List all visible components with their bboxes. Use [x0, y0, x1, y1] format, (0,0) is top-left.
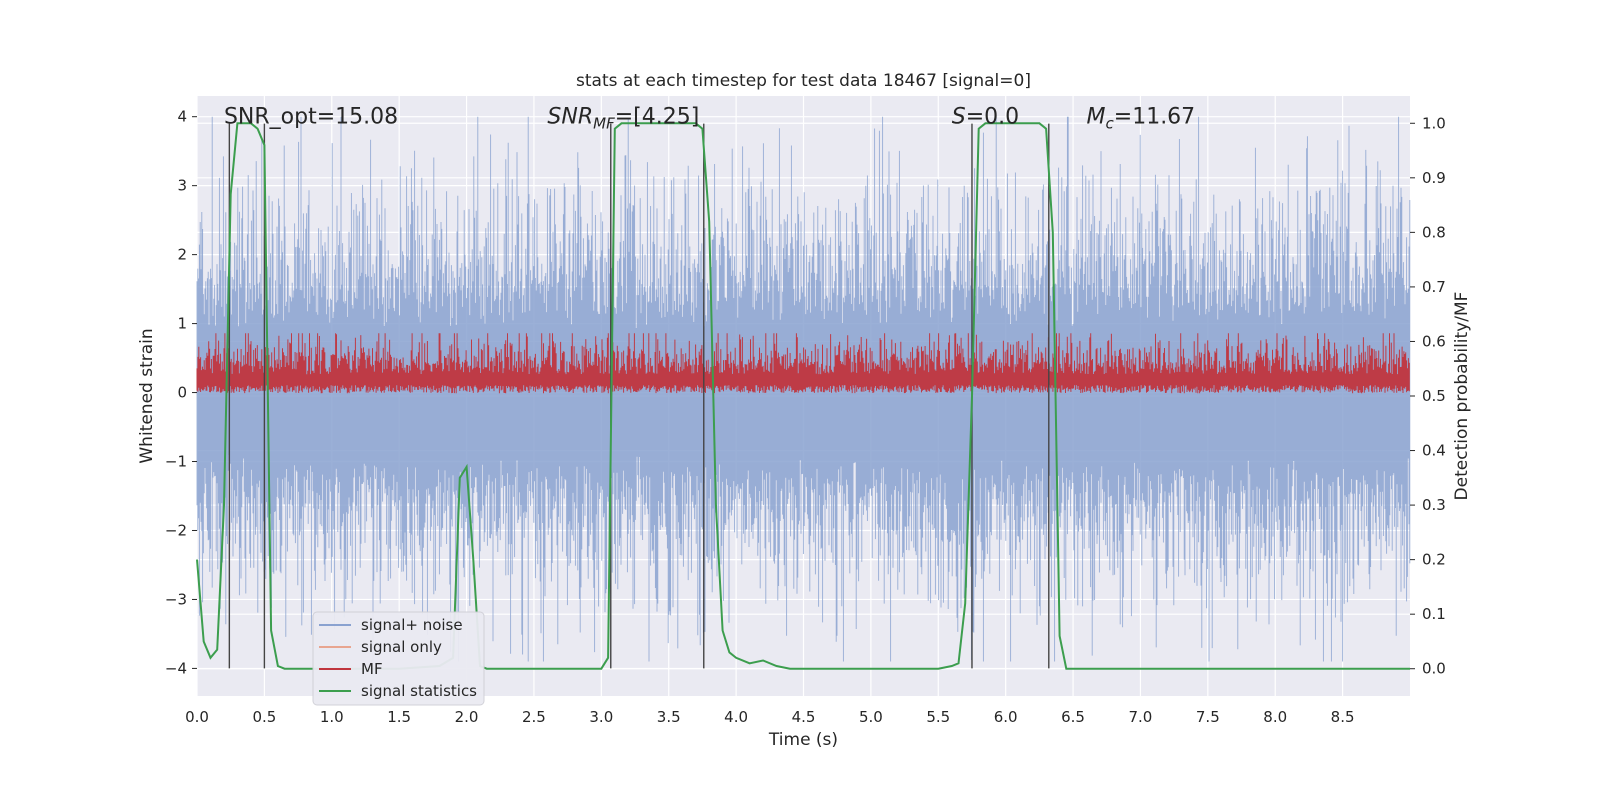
x-tick-label: 5.5	[926, 708, 950, 726]
y-tick-label-left: −3	[165, 590, 187, 608]
x-tick-label: 7.5	[1196, 708, 1220, 726]
x-tick-label: 3.0	[589, 708, 613, 726]
y-tick-label-left: −2	[165, 521, 187, 539]
x-tick-label: 6.5	[1061, 708, 1085, 726]
y-tick-label-right: 0.8	[1422, 223, 1446, 241]
y-tick-label-right: 0.5	[1422, 387, 1446, 405]
legend: signal+ noise signal only MF signal statist…	[312, 611, 485, 706]
x-tick-label: 3.5	[657, 708, 681, 726]
mf-trace	[196, 333, 1410, 394]
y-ticks-right: 1.0 0.9 0.8 0.7 0.6 0.5 0.4 0.3 0.2 0.1 0.0	[1410, 114, 1446, 678]
x-tick-label: 8.5	[1331, 708, 1355, 726]
y-tick-label-left: −1	[165, 453, 187, 471]
y-tick-label-left: 1	[177, 315, 187, 333]
y-tick-label-right: 0.2	[1422, 551, 1446, 569]
x-tick-label: 7.0	[1129, 708, 1153, 726]
annotation-rest: =0.0	[966, 105, 1019, 130]
annotation-rest: =[4.25]	[615, 105, 700, 130]
y-tick-label-right: 0.1	[1422, 605, 1446, 623]
legend-label: signal statistics	[361, 682, 477, 700]
annotation: SNR_opt=15.08	[224, 105, 398, 130]
x-tick-label: 4.5	[792, 708, 816, 726]
signal-statistics-line	[196, 122, 1410, 670]
x-tick-label: 5.0	[859, 708, 883, 726]
series-mf	[196, 333, 1410, 394]
y-tick-label-left: 2	[177, 246, 187, 264]
x-tick-label: 1.5	[387, 708, 411, 726]
y-tick-label-left: 3	[177, 177, 187, 195]
y-axis-label-right: Detection probability/MF	[1452, 292, 1472, 501]
annotation-main: SNR	[547, 105, 593, 130]
y-tick-label-right: 1.0	[1422, 114, 1446, 132]
x-tick-label: 6.0	[994, 708, 1018, 726]
x-ticks: 0.0 0.5 1.0 1.5 2.0 2.5 3.0 3.5 4.0 4.5 5.0 5.5 6.0 6…	[185, 708, 1354, 726]
y-axis-label-left: Whitened strain	[137, 328, 157, 463]
annotation-subscript: MF	[593, 115, 615, 133]
annotation-subscript: c	[1106, 115, 1115, 133]
y-tick-label-right: 0.6	[1422, 332, 1446, 350]
x-tick-label: 1.0	[320, 708, 344, 726]
x-tick-label: 4.0	[724, 708, 748, 726]
legend-label: signal only	[361, 638, 442, 656]
annotation: S=0.0	[952, 105, 1019, 130]
legend-label: signal+ noise	[361, 616, 463, 634]
annotation-main: M	[1087, 105, 1106, 130]
x-tick-label: 2.0	[455, 708, 479, 726]
annotations: SNR_opt=15.08 SNRMF=[4.25] S=0.0 Mc=11.67	[224, 105, 1195, 133]
y-tick-label-right: 0.7	[1422, 278, 1446, 296]
x-tick-label: 2.5	[522, 708, 546, 726]
y-ticks-left: 4 3 2 1 0 −1 −2 −3 −4	[165, 108, 197, 677]
annotation: SNRMF=[4.25]	[547, 105, 699, 133]
chart-title: stats at each timestep for test data 184…	[576, 71, 1031, 91]
series-signal-statistics	[196, 122, 1410, 670]
annotation: Mc=11.67	[1087, 105, 1196, 133]
annotation-main: S	[952, 105, 966, 130]
x-tick-label: 0.5	[252, 708, 276, 726]
annotation-rest: =11.67	[1114, 105, 1195, 130]
y-tick-label-right: 0.0	[1422, 660, 1446, 678]
legend-label: MF	[361, 660, 383, 678]
y-tick-label-right: 0.3	[1422, 496, 1446, 514]
y-tick-label-left: 4	[177, 108, 187, 126]
y-tick-label-left: 0	[177, 384, 187, 402]
y-tick-label-right: 0.9	[1422, 169, 1446, 187]
y-tick-label-right: 0.4	[1422, 442, 1446, 460]
x-axis-label: Time (s)	[768, 730, 838, 750]
y-tick-label-left: −4	[165, 659, 187, 677]
legend-box	[312, 611, 485, 706]
x-tick-label: 0.0	[185, 708, 209, 726]
x-tick-label: 8.0	[1263, 708, 1287, 726]
